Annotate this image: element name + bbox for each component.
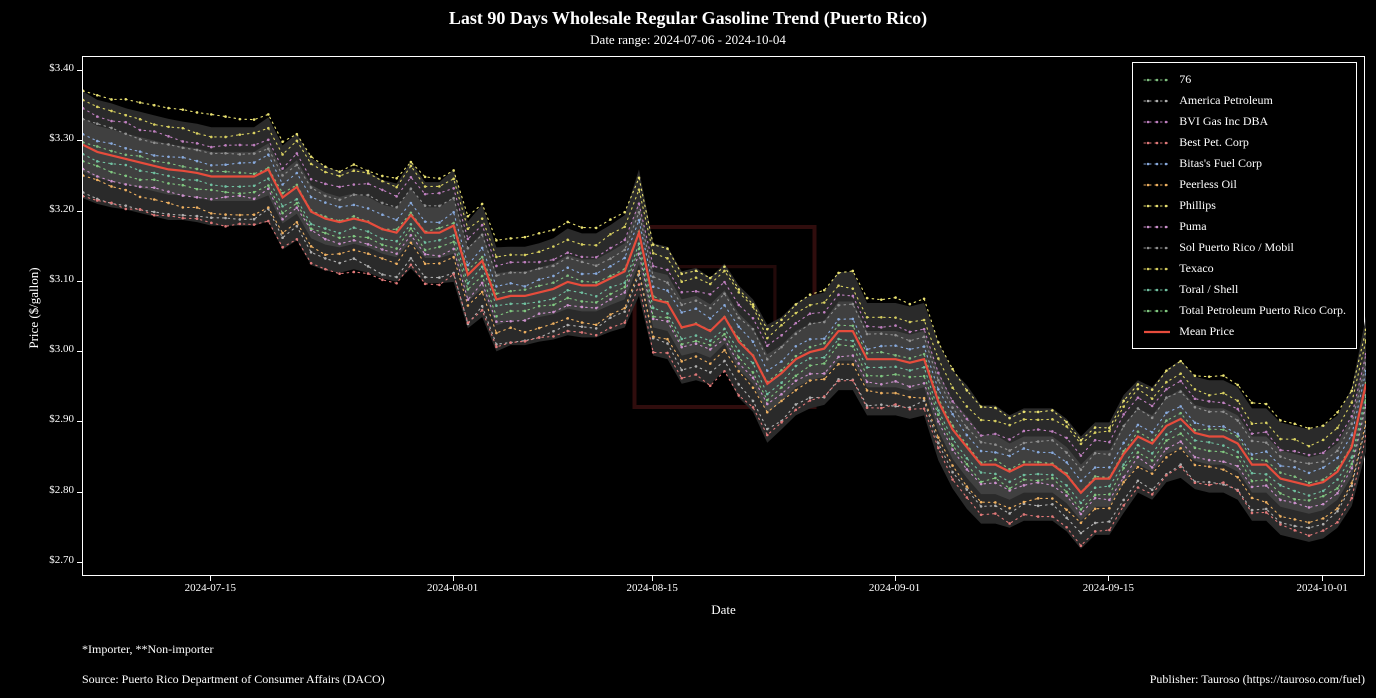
y-tick-label: $2.80 <box>49 484 74 496</box>
x-tick-mark <box>1108 576 1109 581</box>
x-tick-mark <box>210 576 211 581</box>
legend-swatch <box>1143 116 1171 128</box>
legend-swatch <box>1143 263 1171 275</box>
legend-swatch <box>1143 95 1171 107</box>
legend-label: America Petroleum <box>1179 93 1273 108</box>
legend-swatch <box>1143 179 1171 191</box>
y-tick-mark <box>77 492 82 493</box>
x-tick-mark <box>453 576 454 581</box>
y-axis-label: Price ($/gallon) <box>26 238 42 378</box>
y-tick-mark <box>77 421 82 422</box>
y-tick-label: $2.70 <box>49 554 74 566</box>
legend-item: BVI Gas Inc DBA <box>1143 111 1346 132</box>
y-tick-mark <box>77 211 82 212</box>
legend-swatch <box>1143 137 1171 149</box>
y-tick-label: $3.00 <box>49 343 74 355</box>
legend-label: 76 <box>1179 72 1191 87</box>
legend-item: Texaco <box>1143 258 1346 279</box>
y-tick-mark <box>77 281 82 282</box>
legend-item: Phillips <box>1143 195 1346 216</box>
footnote-importer: *Importer, **Non-importer <box>82 642 213 657</box>
x-tick-label: 2024-09-15 <box>1068 582 1148 594</box>
legend-swatch <box>1143 242 1171 254</box>
y-tick-label: $3.30 <box>49 132 74 144</box>
legend-swatch <box>1143 326 1171 338</box>
footnote-publisher: Publisher: Tauroso (https://tauroso.com/… <box>1150 672 1365 687</box>
x-tick-label: 2024-10-01 <box>1282 582 1362 594</box>
legend: 76 America Petroleum BVI Gas Inc DBA Best P… <box>1132 62 1357 349</box>
legend-item: Total Petroleum Puerto Rico Corp. <box>1143 300 1346 321</box>
legend-label: Peerless Oil <box>1179 177 1237 192</box>
y-tick-mark <box>77 140 82 141</box>
x-axis-label: Date <box>82 602 1365 618</box>
legend-swatch <box>1143 158 1171 170</box>
chart-subtitle: Date range: 2024-07-06 - 2024-10-04 <box>0 32 1376 48</box>
x-tick-label: 2024-08-15 <box>612 582 692 594</box>
legend-label: Sol Puerto Rico / Mobil <box>1179 240 1294 255</box>
legend-item: Peerless Oil <box>1143 174 1346 195</box>
footnote-source: Source: Puerto Rico Department of Consum… <box>82 672 385 687</box>
legend-label: Toral / Shell <box>1179 282 1238 297</box>
x-tick-label: 2024-07-15 <box>170 582 250 594</box>
x-tick-mark <box>1322 576 1323 581</box>
legend-label: Best Pet. Corp <box>1179 135 1249 150</box>
legend-label: Total Petroleum Puerto Rico Corp. <box>1179 303 1346 318</box>
legend-label: Phillips <box>1179 198 1216 213</box>
legend-item: Sol Puerto Rico / Mobil <box>1143 237 1346 258</box>
y-tick-label: $3.40 <box>49 62 74 74</box>
y-tick-label: $3.10 <box>49 273 74 285</box>
legend-item: 76 <box>1143 69 1346 90</box>
legend-label: Puma <box>1179 219 1206 234</box>
legend-label: BVI Gas Inc DBA <box>1179 114 1268 129</box>
legend-swatch <box>1143 200 1171 212</box>
x-tick-mark <box>895 576 896 581</box>
legend-label: Bitas's Fuel Corp <box>1179 156 1262 171</box>
x-tick-label: 2024-08-01 <box>413 582 493 594</box>
legend-swatch <box>1143 221 1171 233</box>
chart-title: Last 90 Days Wholesale Regular Gasoline … <box>0 8 1376 29</box>
y-tick-mark <box>77 70 82 71</box>
legend-swatch <box>1143 284 1171 296</box>
y-tick-mark <box>77 562 82 563</box>
legend-swatch <box>1143 74 1171 86</box>
legend-item: America Petroleum <box>1143 90 1346 111</box>
chart-root: { "title": "Last 90 Days Wholesale Regul… <box>0 0 1376 698</box>
legend-label: Mean Price <box>1179 324 1234 339</box>
y-tick-label: $2.90 <box>49 413 74 425</box>
x-tick-label: 2024-09-01 <box>855 582 935 594</box>
legend-item: Best Pet. Corp <box>1143 132 1346 153</box>
legend-label: Texaco <box>1179 261 1213 276</box>
y-tick-mark <box>77 351 82 352</box>
legend-item: Mean Price <box>1143 321 1346 342</box>
legend-swatch <box>1143 305 1171 317</box>
y-tick-label: $3.20 <box>49 203 74 215</box>
legend-item: Toral / Shell <box>1143 279 1346 300</box>
x-tick-mark <box>652 576 653 581</box>
legend-item: Bitas's Fuel Corp <box>1143 153 1346 174</box>
legend-item: Puma <box>1143 216 1346 237</box>
